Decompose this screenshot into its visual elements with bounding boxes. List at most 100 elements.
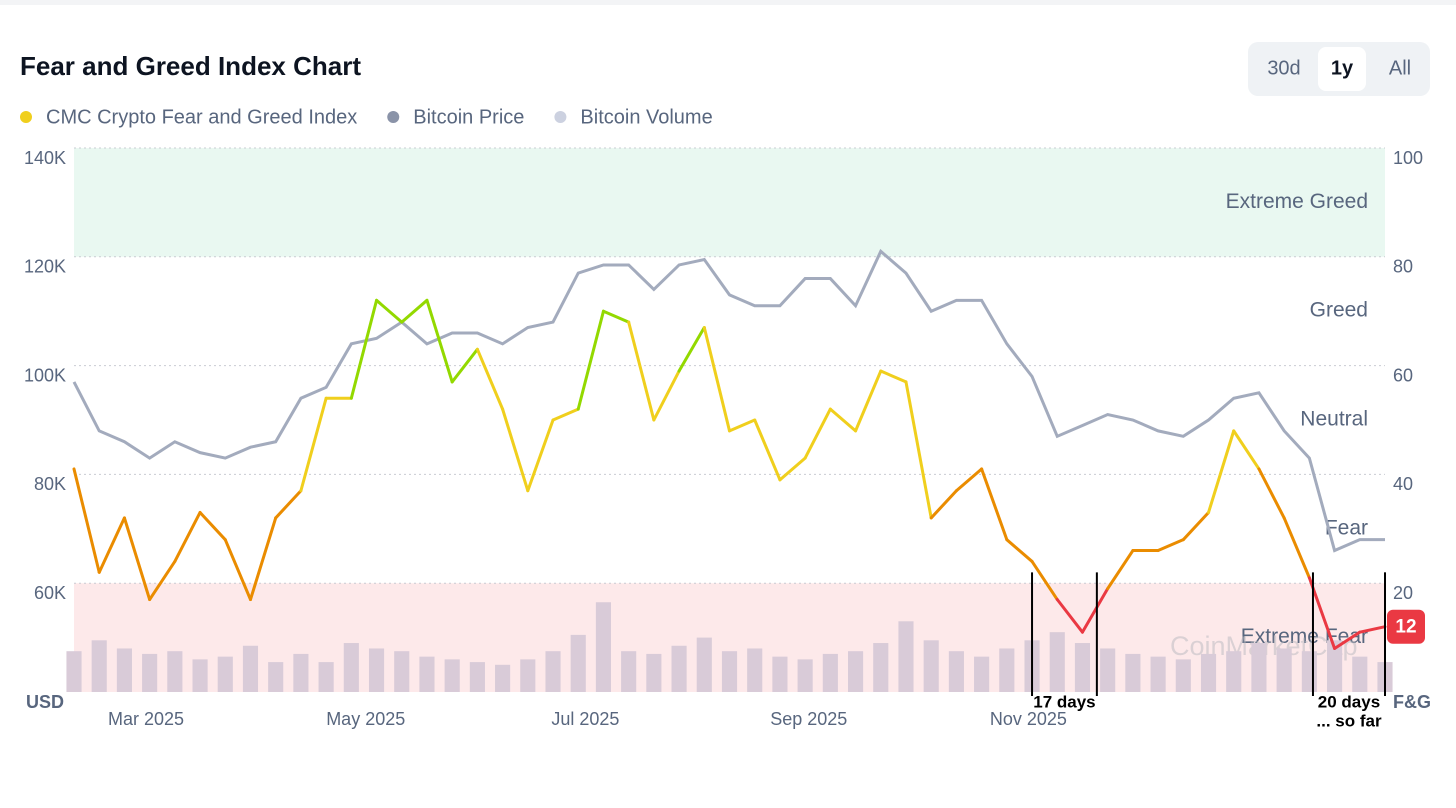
band-shade [74,148,1385,257]
y-axis-label: USD [26,692,64,712]
fear-greed-segment [627,320,656,422]
fear-greed-segment [879,369,908,384]
y2-tick-label: 20 [1393,583,1413,603]
fear-greed-segment [601,309,631,324]
volume-bar [1175,659,1191,692]
volume-bar [318,662,334,692]
volume-bar [469,662,485,692]
volume-bar [1276,648,1292,692]
volume-bar [1150,656,1166,692]
range-button[interactable]: 1y [1331,57,1354,79]
volume-bar [242,645,259,692]
volume-bar [1074,643,1091,692]
y2-tick-label: 60 [1393,365,1413,385]
fear-greed-segment [148,559,177,602]
fear-greed-segment [702,326,731,433]
volume-bar [721,651,738,692]
volume-bar [1327,640,1343,692]
annotation-text: 20 days [1318,692,1380,711]
fear-greed-segment [1333,630,1362,650]
volume-bar [167,651,183,692]
fear-greed-segment [349,298,379,400]
volume-bar [646,653,662,692]
volume-bar [217,656,233,692]
volume-bar [797,659,813,692]
volume-bar [1125,653,1141,692]
fear-greed-segment [1156,538,1185,553]
fear-greed-segment [274,489,303,520]
volume-bar [268,662,284,692]
volume-bar [419,656,435,692]
fear-greed-segment [425,298,454,384]
fear-greed-segment [248,516,278,602]
y-tick-label: 80K [34,474,66,494]
fear-greed-segment [122,516,152,602]
title: Fear and Greed Index Chart [20,51,361,81]
range-button[interactable]: All [1389,57,1411,79]
fear-greed-segment [954,467,984,493]
price-line [72,248,1385,553]
volume-bar [192,659,208,692]
volume-bar [974,656,990,692]
fear-greed-segment [400,298,429,324]
volume-bar [923,640,939,692]
volume-bar [444,659,460,692]
fear-greed-segment [576,309,605,411]
y2-tick-label: 40 [1393,474,1413,494]
volume-bar [1352,656,1368,692]
volume-bar [595,602,612,692]
fear-greed-segment [501,407,530,493]
volume-bar [999,648,1015,692]
volume-bar [747,648,763,692]
fear-greed-segment [1181,510,1211,542]
volume-bar [1226,651,1242,692]
volume-bar [495,664,511,692]
range-button[interactable]: 30d [1267,57,1300,79]
legend-label: Bitcoin Volume [580,106,712,128]
band-label: Extreme Greed [1226,190,1368,213]
fear-greed-segment [450,347,479,384]
volume-bar [1100,648,1116,692]
volume-bar [696,637,712,692]
volume-bar [772,656,788,692]
fear-greed-segment [1232,429,1261,471]
volume-bar [621,651,637,692]
fear-greed-segment [1207,429,1236,514]
fear-greed-segment [980,467,1009,542]
fear-greed-segment [652,369,681,422]
fear-greed-segment [1055,598,1084,634]
volume-bar [116,648,132,692]
volume-bar [394,651,410,692]
volume-bar [1301,651,1317,692]
volume-bar [1049,632,1065,692]
fear-greed-segment [1282,516,1311,580]
selected-button-bg [1318,47,1366,91]
volume-bar [368,648,385,692]
fear-greed-segment [375,298,404,324]
top-strip [0,0,1456,5]
volume-bar [293,653,309,692]
y-tick-label: 120K [24,257,66,277]
fear-greed-segment [778,456,807,482]
volume-bar [1200,653,1217,692]
volume-bar [822,653,838,692]
volume-bar [545,651,561,692]
annotation-text: 17 days [1033,692,1095,711]
band-label: Greed [1310,299,1368,322]
fear-greed-segment [299,396,328,493]
fear-greed-segment [97,516,126,574]
fear-greed-segment [1030,559,1059,602]
volume-bar [873,643,889,692]
band-label: Fear [1325,516,1368,539]
fear-greed-segment [929,489,958,520]
fear-greed-segment [753,418,782,482]
x-tick-label: Mar 2025 [108,709,184,729]
x-tick-label: Nov 2025 [990,709,1067,729]
fear-greed-segment [1080,587,1110,634]
fear-greed-segment [1257,467,1286,520]
legend-dot [554,111,567,123]
fear-greed-segment [828,407,858,433]
fear-greed-segment [1005,538,1034,563]
y-tick-label: 140K [24,148,66,168]
